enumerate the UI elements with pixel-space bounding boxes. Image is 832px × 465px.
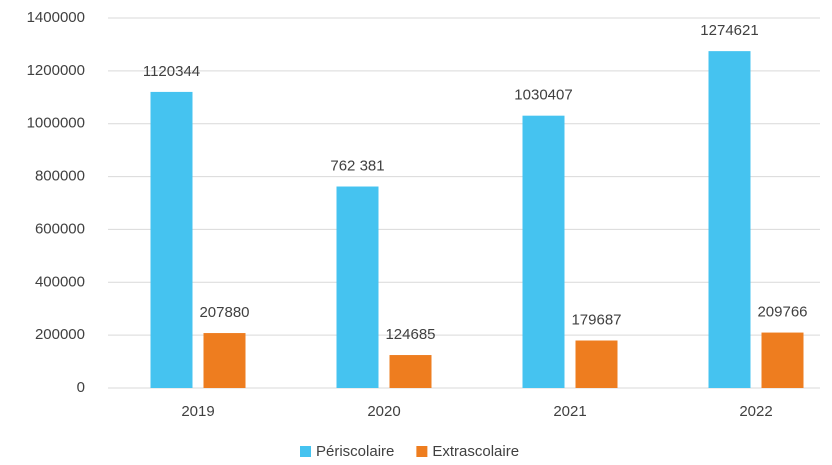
- data-label: 207880: [199, 304, 249, 321]
- y-tick-label: 200000: [35, 326, 85, 343]
- bar: [150, 91, 193, 388]
- x-tick-label: 2019: [181, 403, 214, 420]
- data-label: 209766: [757, 304, 807, 321]
- data-label: 1274621: [700, 22, 758, 39]
- y-tick-label: 800000: [35, 168, 85, 185]
- legend-label: Périscolaire: [316, 443, 394, 460]
- data-label: 1120344: [143, 63, 200, 80]
- bar: [336, 186, 379, 388]
- data-label: 124685: [385, 326, 435, 343]
- x-tick-label: 2020: [367, 403, 400, 420]
- y-tick-label: 1200000: [27, 62, 85, 79]
- legend-swatch: [416, 446, 428, 457]
- data-label: 762 381: [330, 157, 384, 174]
- legend-swatch: [300, 446, 311, 457]
- bar: [522, 115, 565, 388]
- bar: [708, 51, 751, 389]
- y-tick-label: 1000000: [27, 115, 85, 132]
- data-label: 179687: [571, 311, 621, 328]
- bar: [389, 355, 432, 388]
- y-tick-label: 400000: [35, 273, 85, 290]
- legend-label: Extrascolaire: [432, 443, 519, 460]
- x-tick-label: 2021: [553, 403, 586, 420]
- y-tick-label: 0: [77, 379, 85, 396]
- data-label: 1030407: [514, 87, 572, 104]
- y-tick-label: 1400000: [27, 9, 85, 26]
- x-tick-label: 2022: [739, 403, 772, 420]
- bar: [575, 340, 618, 388]
- bar: [761, 332, 804, 388]
- bar: [203, 333, 246, 388]
- y-tick-label: 600000: [35, 220, 85, 237]
